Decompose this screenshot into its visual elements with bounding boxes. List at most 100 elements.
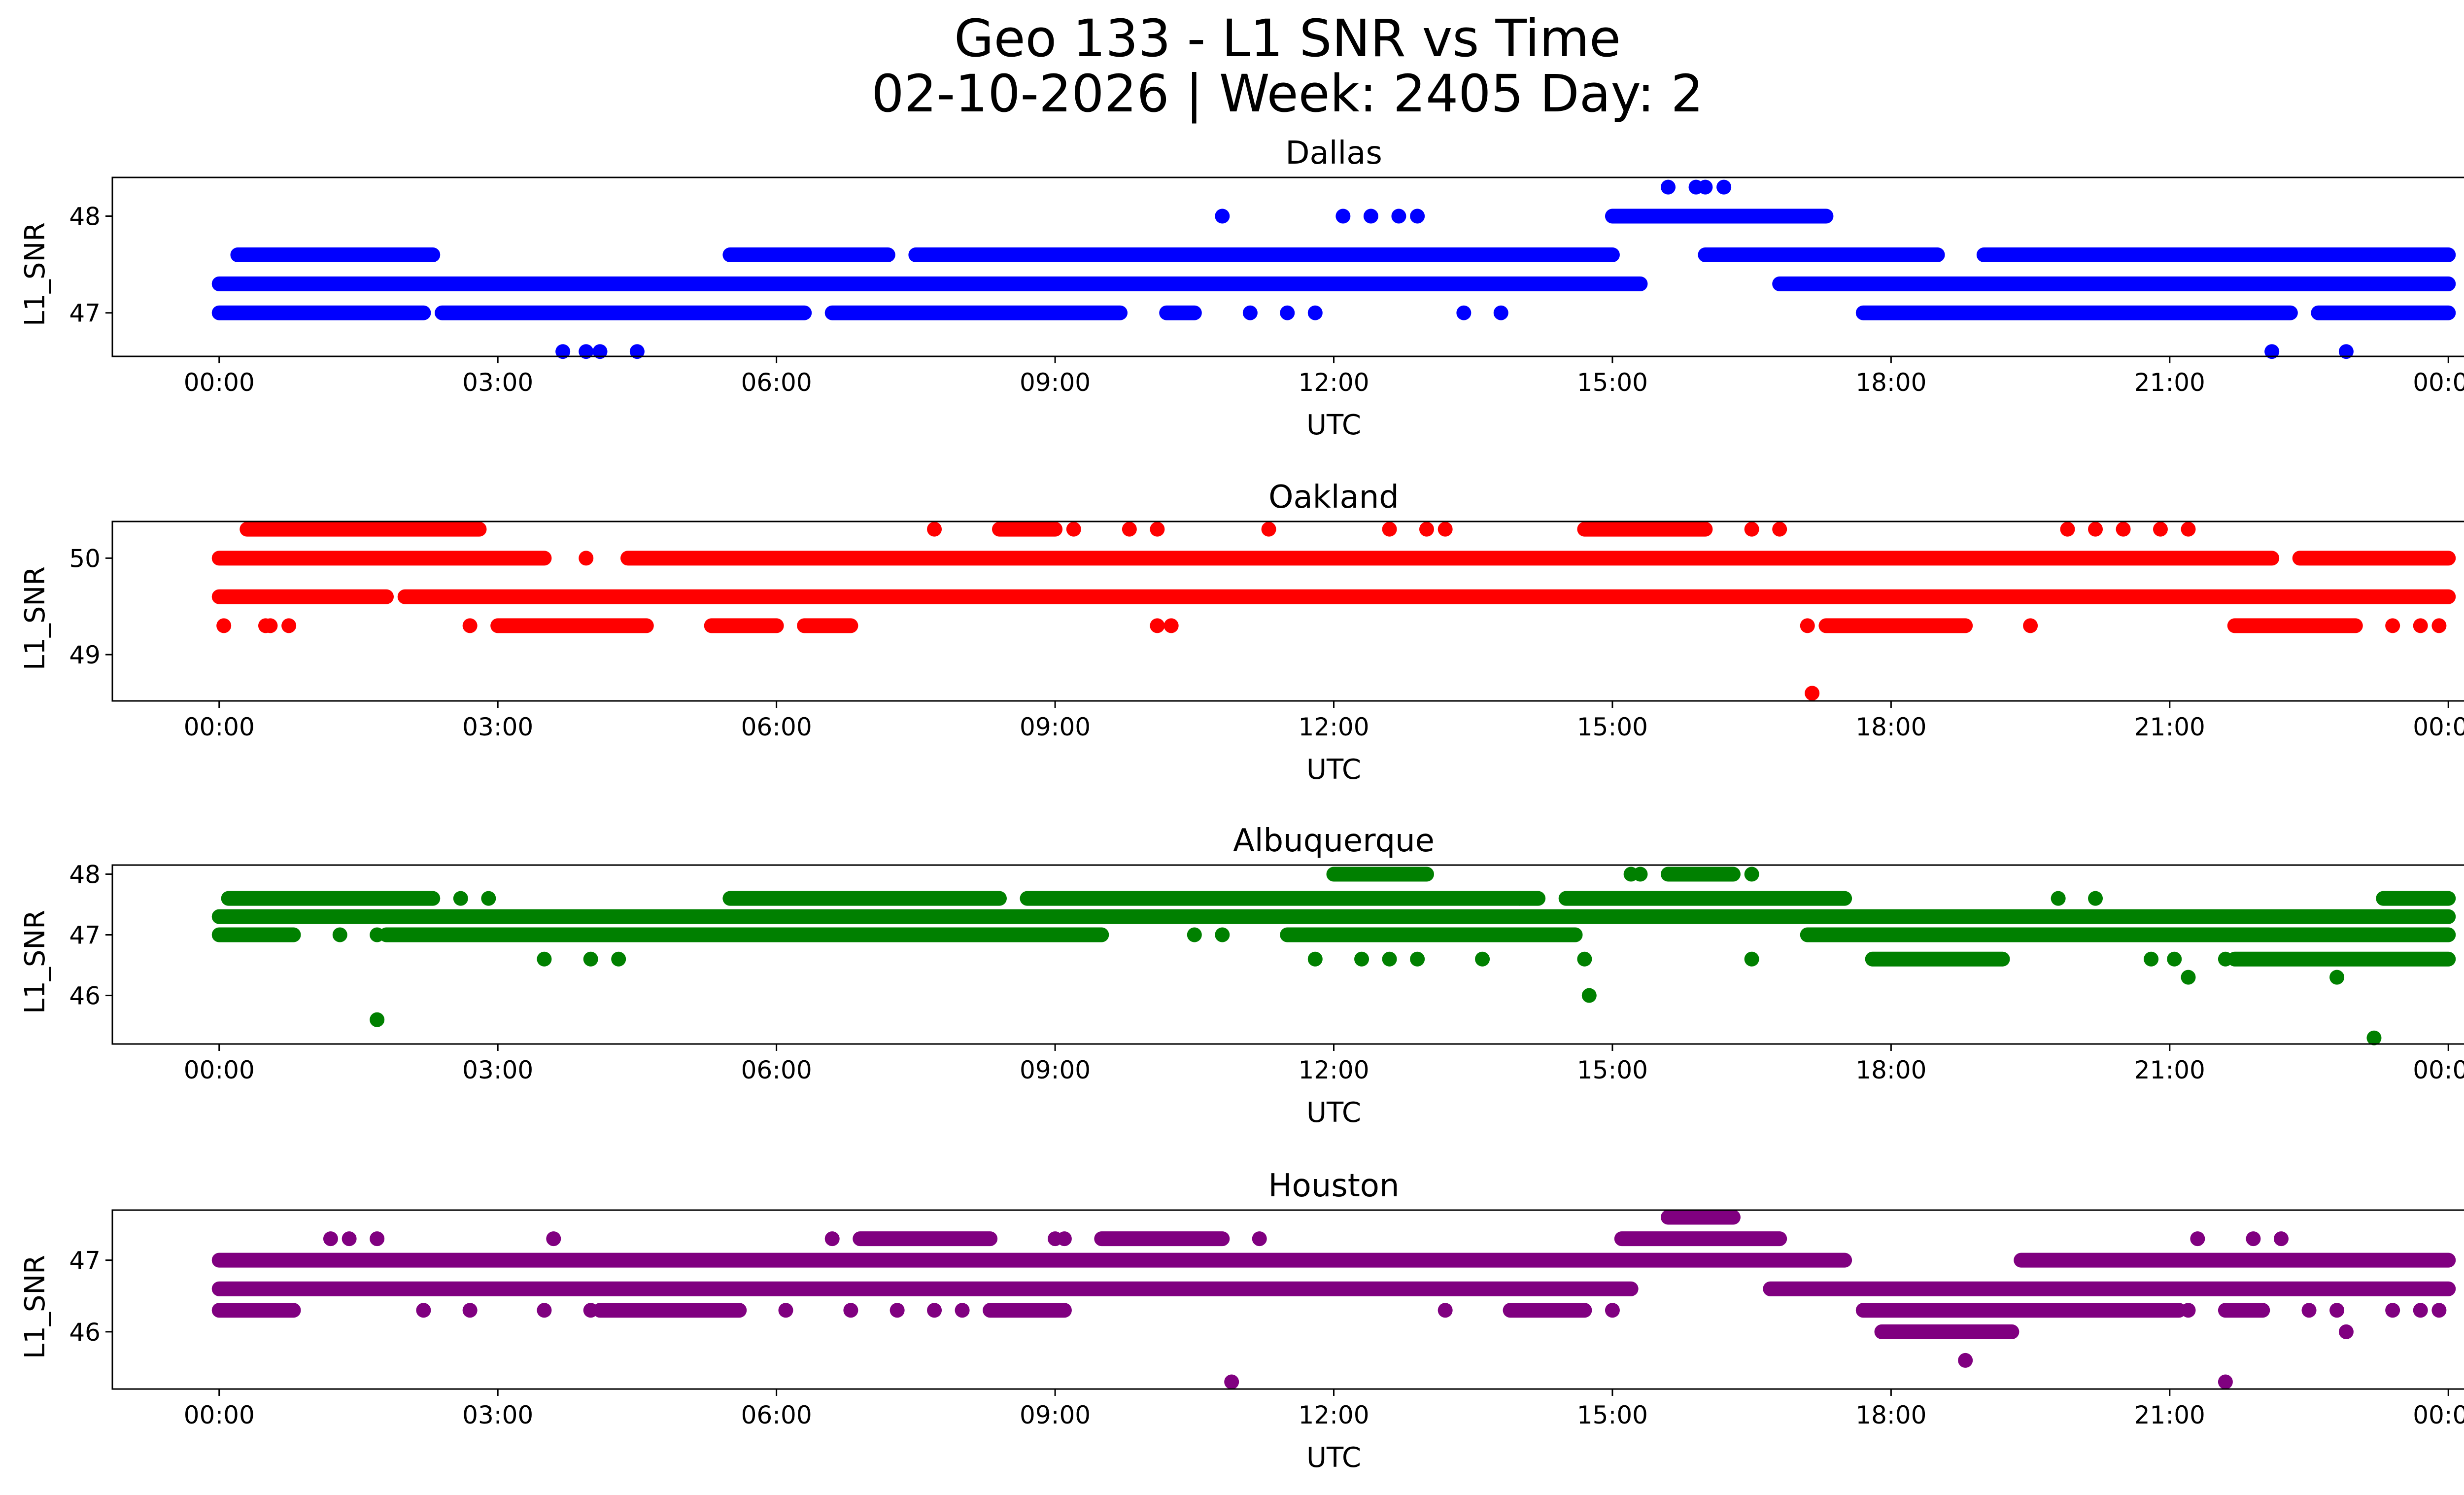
houston-data-point [2273,1231,2289,1247]
houston-x-tick-label: 15:00 [1577,1401,1648,1429]
houston-data-band [592,1303,747,1318]
oakland-data-point [2153,522,2168,537]
oakland-data-band [1818,618,1973,633]
oakland-data-point [2413,618,2428,633]
houston-data-point [342,1231,357,1247]
albuquerque-data-point [1512,891,1527,906]
dallas-x-tick-label: 15:00 [1577,368,1648,397]
houston-data-point [1437,1303,1453,1318]
oakland-x-tick-label: 12:00 [1298,713,1369,741]
houston-data-point [416,1303,431,1318]
houston-data-point [583,1303,598,1318]
houston-x-tick-label: 09:00 [1020,1401,1091,1429]
albuquerque-data-point [1187,927,1202,942]
houston-data-point [2385,1303,2400,1318]
houston-x-tick-label: 06:00 [741,1401,812,1429]
dallas-data-point [555,344,571,359]
oakland-x-tick-label: 09:00 [1020,713,1091,741]
houston-data-point [462,1303,478,1318]
albuquerque-data-point [537,951,552,967]
houston-data-point [1252,1231,1267,1247]
dallas-data-band [1698,247,1945,262]
oakland-data-point [281,618,297,633]
albuquerque-x-tick-label: 03:00 [462,1056,533,1084]
oakland-data-point [1772,522,1787,537]
houston-data-point [890,1303,905,1318]
dallas-data-band [1605,209,1834,224]
albuquerque-data-point [2366,1030,2382,1045]
albuquerque-data-band [1800,927,2456,942]
houston-data-band [2218,1303,2270,1318]
figure-title-line2: 02-10-2026 | Week: 2405 Day: 2 [871,64,1704,124]
albuquerque-data-point [2218,951,2233,967]
dallas-data-point [629,344,645,359]
oakland-data-point [1261,522,1276,537]
houston-data-point [2218,1374,2233,1390]
dallas-data-band [211,305,431,320]
albuquerque-data-point [1581,988,1597,1003]
albuquerque-data-band [2376,891,2456,906]
oakland-x-tick-label: 21:00 [2134,713,2205,741]
dallas-data-band [230,247,441,262]
albuquerque-data-band [2227,951,2456,967]
albuquerque-data-point [1354,951,1369,967]
oakland-data-point [2385,618,2400,633]
oakland-series [211,522,2456,701]
houston-x-tick-label: 12:00 [1298,1401,1369,1429]
houston-data-point [1057,1231,1072,1247]
houston-data-point [1605,1303,1620,1318]
houston-data-point [2181,1303,2196,1318]
dallas-title: Dallas [1285,135,1382,172]
albuquerque-data-band [1020,891,1546,906]
houston-axes-frame [111,1209,2464,1390]
oakland-x-tick-label: 06:00 [741,713,812,741]
albuquerque-data-point [2051,891,2066,906]
dallas-data-band [211,276,1648,291]
albuquerque-y-tick-label: 46 [69,982,101,1010]
houston-data-band [1503,1303,1592,1318]
albuquerque-title: Albuquerque [1232,823,1435,859]
houston-data-band [211,1281,1639,1296]
dallas-data-point [1335,209,1351,224]
oakland-data-point [2088,522,2103,537]
houston-data-band [1614,1231,1787,1247]
houston-data-band [853,1231,998,1247]
dallas-data-band [435,305,812,320]
albuquerque-x-axis-label: UTC [1306,1097,1361,1129]
dallas-data-band [1066,247,1620,262]
dallas-data-point [1215,209,1230,224]
houston-data-point [2413,1303,2428,1318]
dallas-data-point [1280,305,1295,320]
oakland-data-point [1066,522,1081,537]
oakland-data-point [1382,522,1397,537]
oakland-x-tick-label: 18:00 [1855,713,1926,741]
houston-data-band [1855,1303,2187,1318]
oakland-data-point [2431,618,2447,633]
oakland-data-point [1164,618,1179,633]
oakland-data-point [2181,522,2196,537]
dallas-data-band [1772,276,2456,291]
houston-data-point [824,1231,840,1247]
dallas-data-band [1159,305,1202,320]
dallas-data-point [1363,209,1378,224]
houston-data-point [927,1303,942,1318]
albuquerque-data-point [2144,951,2159,967]
oakland-axes-frame [111,521,2464,702]
dallas-x-axis-label: UTC [1306,409,1361,441]
dallas-data-point [592,344,608,359]
albuquerque-data-point [1307,951,1323,967]
houston-series [211,1210,2456,1390]
oakland-data-point [1805,686,1820,701]
albuquerque-x-tick-label: 15:00 [1577,1056,1648,1084]
houston-x-tick-label: 18:00 [1855,1401,1926,1429]
oakland-data-point [216,618,232,633]
houston-data-point [2329,1303,2345,1318]
oakland-data-band [2227,618,2363,633]
oakland-data-band [620,551,2280,566]
oakland-x-tick-label: 03:00 [462,713,533,741]
oakland-x-tick-label: 00:00 [184,713,255,741]
houston-data-point [955,1303,970,1318]
oakland-data-point [263,618,278,633]
oakland-data-point [462,618,478,633]
